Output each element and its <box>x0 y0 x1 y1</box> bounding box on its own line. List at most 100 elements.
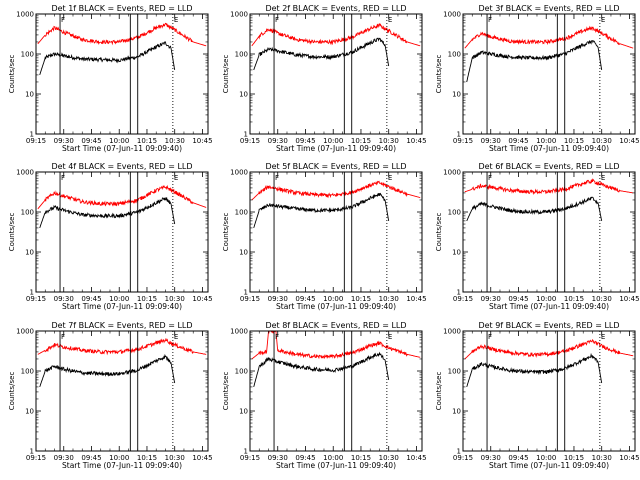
y-tick-label: 1000 <box>443 328 461 336</box>
subplot-5: Det 5f BLACK = Events, RED = LLD F E 1 10 100… <box>222 162 427 311</box>
x-tick-label: 10:45 <box>192 454 212 462</box>
x-tick-label: 09:30 <box>481 137 501 145</box>
x-tick-label: 10:45 <box>619 454 639 462</box>
interval-marker-label: F <box>61 174 65 182</box>
y-axis-label: Counts/sec <box>222 55 230 94</box>
y-tick-label: 10 <box>452 91 461 99</box>
subplot-title: Det 7f BLACK = Events, RED = LLD <box>51 321 192 330</box>
series-lld-line <box>37 338 207 356</box>
y-tick-label: 1000 <box>230 169 248 177</box>
x-tick-label: 09:30 <box>54 137 74 145</box>
x-tick-label: 09:45 <box>508 137 528 145</box>
interval-marker-label: F <box>275 333 279 341</box>
x-tick-label: 10:15 <box>351 137 371 145</box>
x-tick-label: 09:45 <box>295 137 315 145</box>
x-tick-label: 10:00 <box>109 295 129 303</box>
x-tick-label: 09:45 <box>508 454 528 462</box>
x-tick-label: 10:45 <box>406 137 426 145</box>
x-tick-label: 09:30 <box>481 454 501 462</box>
x-axis-label: Start Time (07-Jun-11 09:09:40) <box>62 461 182 470</box>
y-tick-label: 10 <box>239 91 248 99</box>
y-tick-label: 10 <box>25 249 34 257</box>
series-group <box>37 184 207 229</box>
x-tick-label: 10:15 <box>564 295 584 303</box>
subplot-title: Det 6f BLACK = Events, RED = LLD <box>478 162 619 171</box>
x-axis-label: Start Time (07-Jun-11 09:09:40) <box>276 144 396 153</box>
interval-marker-label: E <box>601 16 605 24</box>
interval-marker-label: F <box>61 16 65 24</box>
x-tick-label: 09:15 <box>26 295 46 303</box>
subplot-1: Det 1f BLACK = Events, RED = LLD F E 1 10 100… <box>8 4 213 153</box>
series-events-line <box>253 37 390 71</box>
y-tick-label: 100 <box>448 51 461 59</box>
y-tick-label: 1 <box>457 448 461 456</box>
plot-frame <box>249 13 423 135</box>
plot-frame <box>35 13 209 135</box>
y-tick-label: 1 <box>244 289 248 297</box>
x-tick-label: 10:30 <box>592 454 612 462</box>
subplot-title: Det 4f BLACK = Events, RED = LLD <box>51 162 192 171</box>
y-tick-label: 10 <box>25 408 34 416</box>
x-tick-label: 10:45 <box>406 454 426 462</box>
y-tick-label: 10 <box>452 408 461 416</box>
y-axis-label: Counts/sec <box>435 213 443 252</box>
y-axis-label: Counts/sec <box>8 372 16 411</box>
y-tick-label: 100 <box>235 51 248 59</box>
subplot-9: Det 9f BLACK = Events, RED = LLD F E 1 10 100… <box>435 321 640 470</box>
series-group <box>251 331 421 388</box>
interval-marker-label: F <box>61 333 65 341</box>
series-group <box>37 338 207 388</box>
subplot-7: Det 7f BLACK = Events, RED = LLD F E 1 10 100… <box>8 321 213 470</box>
x-tick-label: 09:30 <box>481 295 501 303</box>
x-tick-label: 09:45 <box>295 295 315 303</box>
interval-marker-label: E <box>174 16 178 24</box>
series-events-line <box>466 352 603 388</box>
y-tick-label: 1 <box>457 131 461 139</box>
series-events-line <box>253 192 390 229</box>
y-tick-label: 100 <box>21 51 34 59</box>
x-axis-label: Start Time (07-Jun-11 09:09:40) <box>489 302 609 311</box>
subplot-2: Det 2f BLACK = Events, RED = LLD F E 1 10 100… <box>222 4 427 153</box>
interval-marker-label: F <box>488 174 492 182</box>
x-axis-label: Start Time (07-Jun-11 09:09:40) <box>489 461 609 470</box>
y-tick-label: 1 <box>30 289 34 297</box>
y-tick-label: 1000 <box>16 328 34 336</box>
y-tick-label: 1000 <box>230 328 248 336</box>
subplot-6: Det 6f BLACK = Events, RED = LLD F E 1 10 100… <box>435 162 640 311</box>
plot-frame <box>462 13 636 135</box>
interval-marker-label: E <box>174 174 178 182</box>
y-tick-label: 10 <box>239 249 248 257</box>
y-tick-label: 100 <box>235 368 248 376</box>
x-tick-label: 10:30 <box>165 295 185 303</box>
x-tick-label: 10:15 <box>137 454 157 462</box>
x-tick-label: 10:45 <box>619 137 639 145</box>
x-tick-label: 10:30 <box>379 137 399 145</box>
y-tick-label: 10 <box>239 408 248 416</box>
x-tick-label: 09:15 <box>453 295 473 303</box>
x-tick-label: 10:45 <box>192 137 212 145</box>
x-tick-label: 09:15 <box>240 137 260 145</box>
subplot-title: Det 8f BLACK = Events, RED = LLD <box>265 321 406 330</box>
y-tick-label: 1000 <box>230 11 248 19</box>
y-tick-label: 1 <box>457 289 461 297</box>
series-lld-line <box>251 331 421 360</box>
series-lld-line <box>37 22 207 47</box>
subplot-3: Det 3f BLACK = Events, RED = LLD F E 1 10 100… <box>435 4 640 153</box>
y-tick-label: 1 <box>244 448 248 456</box>
subplot-8: Det 8f BLACK = Events, RED = LLD F E 1 10 100… <box>222 321 427 470</box>
y-axis-label: Counts/sec <box>435 55 443 94</box>
series-lld-line <box>37 184 207 210</box>
series-events-line <box>39 41 176 76</box>
x-tick-label: 10:15 <box>351 295 371 303</box>
x-tick-label: 10:15 <box>137 137 157 145</box>
y-tick-label: 1000 <box>16 169 34 177</box>
x-tick-label: 10:45 <box>192 295 212 303</box>
interval-marker-label: E <box>174 333 178 341</box>
y-tick-label: 100 <box>21 209 34 217</box>
y-axis-label: Counts/sec <box>222 213 230 252</box>
series-lld-line <box>251 180 421 201</box>
subplot-title: Det 3f BLACK = Events, RED = LLD <box>478 4 619 13</box>
interval-marker-label: F <box>488 333 492 341</box>
y-axis-label: Counts/sec <box>8 55 16 94</box>
